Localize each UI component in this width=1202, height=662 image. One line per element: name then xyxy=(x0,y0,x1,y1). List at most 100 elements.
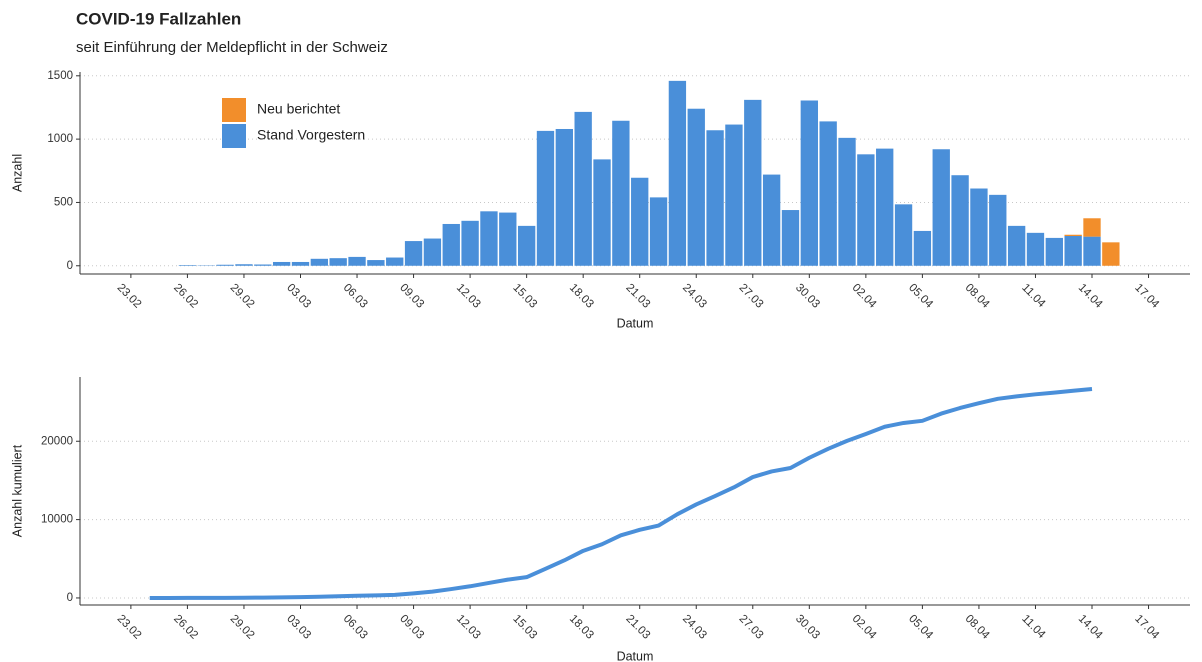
y-axis-title: Anzahl xyxy=(10,154,24,192)
x-tick-label: 03.03 xyxy=(284,282,313,311)
bar xyxy=(819,121,837,266)
bar xyxy=(857,154,875,266)
bar xyxy=(876,148,894,266)
bar xyxy=(951,175,969,266)
y-tick-label: 1500 xyxy=(47,70,73,82)
bar xyxy=(517,225,536,266)
bar xyxy=(291,261,310,266)
bar xyxy=(1007,225,1026,266)
x-tick-label: 05.04 xyxy=(906,613,935,642)
x-tick-label: 12.03 xyxy=(454,613,483,642)
bar xyxy=(423,238,442,266)
legend-label: Neu berichtet xyxy=(257,101,340,117)
x-tick-label: 26.02 xyxy=(171,613,200,642)
y-tick-label: 10000 xyxy=(41,514,73,526)
x-tick-label: 26.02 xyxy=(171,282,200,311)
y-tick-label: 20000 xyxy=(41,435,73,447)
x-tick-label: 03.03 xyxy=(284,613,313,642)
x-tick-label: 14.04 xyxy=(1076,282,1105,311)
x-tick-label: 21.03 xyxy=(623,613,652,642)
x-tick-label: 23.02 xyxy=(115,282,144,311)
y-tick-label: 0 xyxy=(67,260,73,272)
x-tick-label: 30.03 xyxy=(793,613,822,642)
x-tick-label: 27.03 xyxy=(737,613,766,642)
bar xyxy=(649,197,668,266)
x-tick-label: 24.03 xyxy=(680,282,709,311)
bar xyxy=(1102,242,1120,266)
x-tick-label: 08.04 xyxy=(963,613,992,642)
bar xyxy=(744,99,762,266)
bar xyxy=(612,120,630,266)
bar xyxy=(1026,232,1045,266)
bar xyxy=(706,130,724,266)
bar xyxy=(235,264,253,266)
bar xyxy=(442,223,460,266)
x-tick-label: 15.03 xyxy=(510,613,539,642)
bar xyxy=(480,211,498,266)
x-tick-label: 29.02 xyxy=(228,613,257,642)
bar xyxy=(216,264,234,266)
x-tick-label: 15.03 xyxy=(510,282,539,311)
bar xyxy=(781,210,800,266)
chart-subtitle: seit Einführung der Meldepflicht in der … xyxy=(76,39,388,56)
x-tick-label: 12.03 xyxy=(454,282,483,311)
bar xyxy=(386,257,404,266)
x-axis-title: Datum xyxy=(617,316,654,330)
bar xyxy=(536,130,555,266)
x-tick-label: 14.04 xyxy=(1076,613,1105,642)
x-tick-label: 11.04 xyxy=(1019,613,1048,642)
bar xyxy=(404,241,423,266)
bar xyxy=(725,124,743,266)
bar xyxy=(800,100,818,266)
x-tick-label: 18.03 xyxy=(567,282,596,311)
bar xyxy=(348,256,366,266)
x-axis-title: Datum xyxy=(617,649,654,662)
legend-swatch xyxy=(222,98,246,122)
bar xyxy=(687,108,705,266)
x-tick-label: 29.02 xyxy=(228,282,257,311)
legend-label: Stand Vorgestern xyxy=(257,127,365,143)
bar xyxy=(254,264,272,266)
x-tick-label: 30.03 xyxy=(793,282,822,311)
bar xyxy=(329,258,347,266)
bar xyxy=(1083,236,1101,266)
x-tick-label: 02.04 xyxy=(850,282,879,311)
bar xyxy=(367,260,385,266)
x-tick-label: 24.03 xyxy=(680,613,709,642)
x-tick-label: 21.03 xyxy=(623,282,652,311)
y-tick-label: 1000 xyxy=(47,133,73,145)
x-tick-label: 18.03 xyxy=(567,613,596,642)
bar xyxy=(838,137,856,266)
chart-title: COVID-19 Fallzahlen xyxy=(76,9,241,28)
x-tick-label: 05.04 xyxy=(906,282,935,311)
bar xyxy=(913,230,932,266)
x-tick-label: 17.04 xyxy=(1132,613,1161,642)
x-tick-label: 06.03 xyxy=(341,613,370,642)
bar xyxy=(461,220,479,266)
y-tick-label: 0 xyxy=(67,592,73,604)
bar xyxy=(970,188,988,266)
x-tick-label: 08.04 xyxy=(963,282,992,311)
bar xyxy=(574,111,592,266)
bar xyxy=(310,258,329,266)
bar xyxy=(668,80,687,266)
bar xyxy=(1083,218,1101,237)
bar xyxy=(932,149,950,266)
legend-swatch xyxy=(222,124,246,148)
bar xyxy=(1064,236,1082,266)
x-tick-label: 09.03 xyxy=(397,282,426,311)
line xyxy=(149,386,1093,600)
x-tick-label: 11.04 xyxy=(1019,282,1048,311)
bar xyxy=(499,212,517,266)
bar xyxy=(989,194,1007,266)
x-tick-label: 27.03 xyxy=(737,282,766,311)
x-tick-label: 23.02 xyxy=(115,613,144,642)
bar xyxy=(631,177,649,266)
y-tick-label: 500 xyxy=(54,196,73,208)
bar xyxy=(762,174,781,266)
bar xyxy=(1045,237,1063,266)
bar xyxy=(272,261,291,266)
bar xyxy=(593,159,611,266)
bar xyxy=(1064,234,1082,237)
